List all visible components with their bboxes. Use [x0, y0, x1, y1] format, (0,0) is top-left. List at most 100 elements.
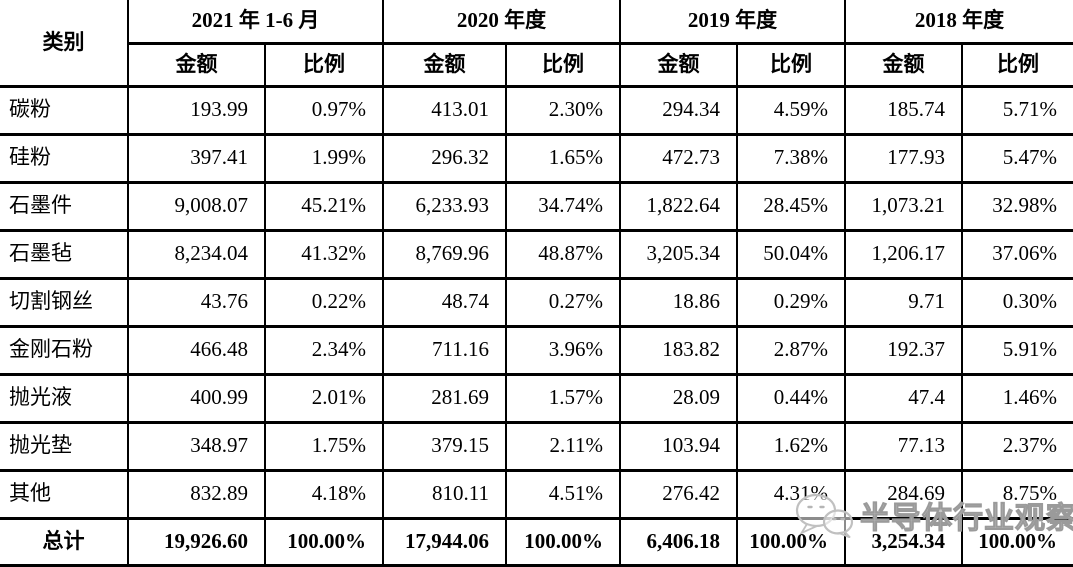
table-cell: 2.37%	[962, 422, 1073, 472]
table-cell: 48.87%	[506, 230, 621, 280]
table-cell: 1.46%	[962, 374, 1073, 424]
ratio-header: 比例	[962, 43, 1073, 88]
table-cell: 5.47%	[962, 134, 1073, 184]
table-cell: 810.11	[383, 470, 507, 520]
table-cell: 0.30%	[962, 278, 1073, 328]
period-2018-header: 2018 年度	[845, 0, 1073, 45]
row-category: 切割钢丝	[0, 278, 129, 328]
table-cell: 34.74%	[506, 182, 621, 232]
table-cell: 1,073.21	[845, 182, 963, 232]
table-cell: 7.38%	[737, 134, 846, 184]
table-cell: 100.00%	[737, 518, 846, 567]
table-cell: 5.71%	[962, 86, 1073, 136]
period-2019-header: 2019 年度	[620, 0, 846, 45]
table-cell: 276.42	[620, 470, 738, 520]
table-cell: 294.34	[620, 86, 738, 136]
table-cell: 19,926.60	[128, 518, 266, 567]
table-cell: 183.82	[620, 326, 738, 376]
table-row: 抛光垫 348.97 1.75% 379.15 2.11% 103.94 1.6…	[0, 422, 1073, 472]
table-cell: 32.98%	[962, 182, 1073, 232]
table-cell: 4.51%	[506, 470, 621, 520]
table-cell: 3.96%	[506, 326, 621, 376]
row-category: 碳粉	[0, 86, 129, 136]
table-cell: 4.31%	[737, 470, 846, 520]
category-header: 类别	[0, 0, 129, 88]
amount-header: 金额	[383, 43, 507, 88]
table-cell: 100.00%	[962, 518, 1073, 567]
table-cell: 41.32%	[265, 230, 384, 280]
table-cell: 1.99%	[265, 134, 384, 184]
header-row-subcolumns: 金额 比例 金额 比例 金额 比例 金额 比例	[0, 43, 1073, 88]
table-cell: 0.44%	[737, 374, 846, 424]
table-cell: 192.37	[845, 326, 963, 376]
table-cell: 4.18%	[265, 470, 384, 520]
ratio-header: 比例	[506, 43, 621, 88]
table-cell: 18.86	[620, 278, 738, 328]
row-category: 抛光垫	[0, 422, 129, 472]
row-category: 硅粉	[0, 134, 129, 184]
table-cell: 2.01%	[265, 374, 384, 424]
table-cell: 17,944.06	[383, 518, 507, 567]
table-cell: 711.16	[383, 326, 507, 376]
table-cell: 2.30%	[506, 86, 621, 136]
table-cell: 472.73	[620, 134, 738, 184]
table-cell: 281.69	[383, 374, 507, 424]
table-cell: 8,234.04	[128, 230, 266, 280]
table-row: 石墨件 9,008.07 45.21% 6,233.93 34.74% 1,82…	[0, 182, 1073, 232]
table-cell: 1.75%	[265, 422, 384, 472]
table-cell: 348.97	[128, 422, 266, 472]
total-row: 总计 19,926.60 100.00% 17,944.06 100.00% 6…	[0, 518, 1073, 567]
table-cell: 832.89	[128, 470, 266, 520]
table-cell: 5.91%	[962, 326, 1073, 376]
table-cell: 2.87%	[737, 326, 846, 376]
table-cell: 0.27%	[506, 278, 621, 328]
table-cell: 8.75%	[962, 470, 1073, 520]
table-cell: 100.00%	[265, 518, 384, 567]
table-cell: 0.29%	[737, 278, 846, 328]
amount-header: 金额	[620, 43, 738, 88]
period-2021-header: 2021 年 1-6 月	[128, 0, 384, 45]
table-row: 其他 832.89 4.18% 810.11 4.51% 276.42 4.31…	[0, 470, 1073, 520]
table-cell: 2.34%	[265, 326, 384, 376]
table-cell: 8,769.96	[383, 230, 507, 280]
table-cell: 2.11%	[506, 422, 621, 472]
table-cell: 466.48	[128, 326, 266, 376]
table-cell: 3,205.34	[620, 230, 738, 280]
total-label: 总计	[0, 518, 129, 567]
table-cell: 0.22%	[265, 278, 384, 328]
table-cell: 1.57%	[506, 374, 621, 424]
table-cell: 6,233.93	[383, 182, 507, 232]
row-category: 抛光液	[0, 374, 129, 424]
row-category: 其他	[0, 470, 129, 520]
table-row: 碳粉 193.99 0.97% 413.01 2.30% 294.34 4.59…	[0, 86, 1073, 136]
table-cell: 284.69	[845, 470, 963, 520]
table-cell: 0.97%	[265, 86, 384, 136]
table-cell: 413.01	[383, 86, 507, 136]
table-cell: 77.13	[845, 422, 963, 472]
row-category: 金刚石粉	[0, 326, 129, 376]
header-row-periods: 类别 2021 年 1-6 月 2020 年度 2019 年度 2018 年度	[0, 0, 1073, 88]
row-category: 石墨件	[0, 182, 129, 232]
ratio-header: 比例	[737, 43, 846, 88]
table-cell: 50.04%	[737, 230, 846, 280]
table-cell: 1.62%	[737, 422, 846, 472]
table-cell: 379.15	[383, 422, 507, 472]
table-cell: 43.76	[128, 278, 266, 328]
table-cell: 400.99	[128, 374, 266, 424]
table-cell: 37.06%	[962, 230, 1073, 280]
table-cell: 397.41	[128, 134, 266, 184]
table-cell: 48.74	[383, 278, 507, 328]
table-row: 石墨毡 8,234.04 41.32% 8,769.96 48.87% 3,20…	[0, 230, 1073, 280]
table-cell: 45.21%	[265, 182, 384, 232]
table-cell: 185.74	[845, 86, 963, 136]
table-cell: 47.4	[845, 374, 963, 424]
table-cell: 6,406.18	[620, 518, 738, 567]
period-2020-header: 2020 年度	[383, 0, 621, 45]
table-cell: 28.09	[620, 374, 738, 424]
table-cell: 177.93	[845, 134, 963, 184]
table-cell: 9,008.07	[128, 182, 266, 232]
ratio-header: 比例	[265, 43, 384, 88]
table-cell: 1.65%	[506, 134, 621, 184]
table-cell: 9.71	[845, 278, 963, 328]
